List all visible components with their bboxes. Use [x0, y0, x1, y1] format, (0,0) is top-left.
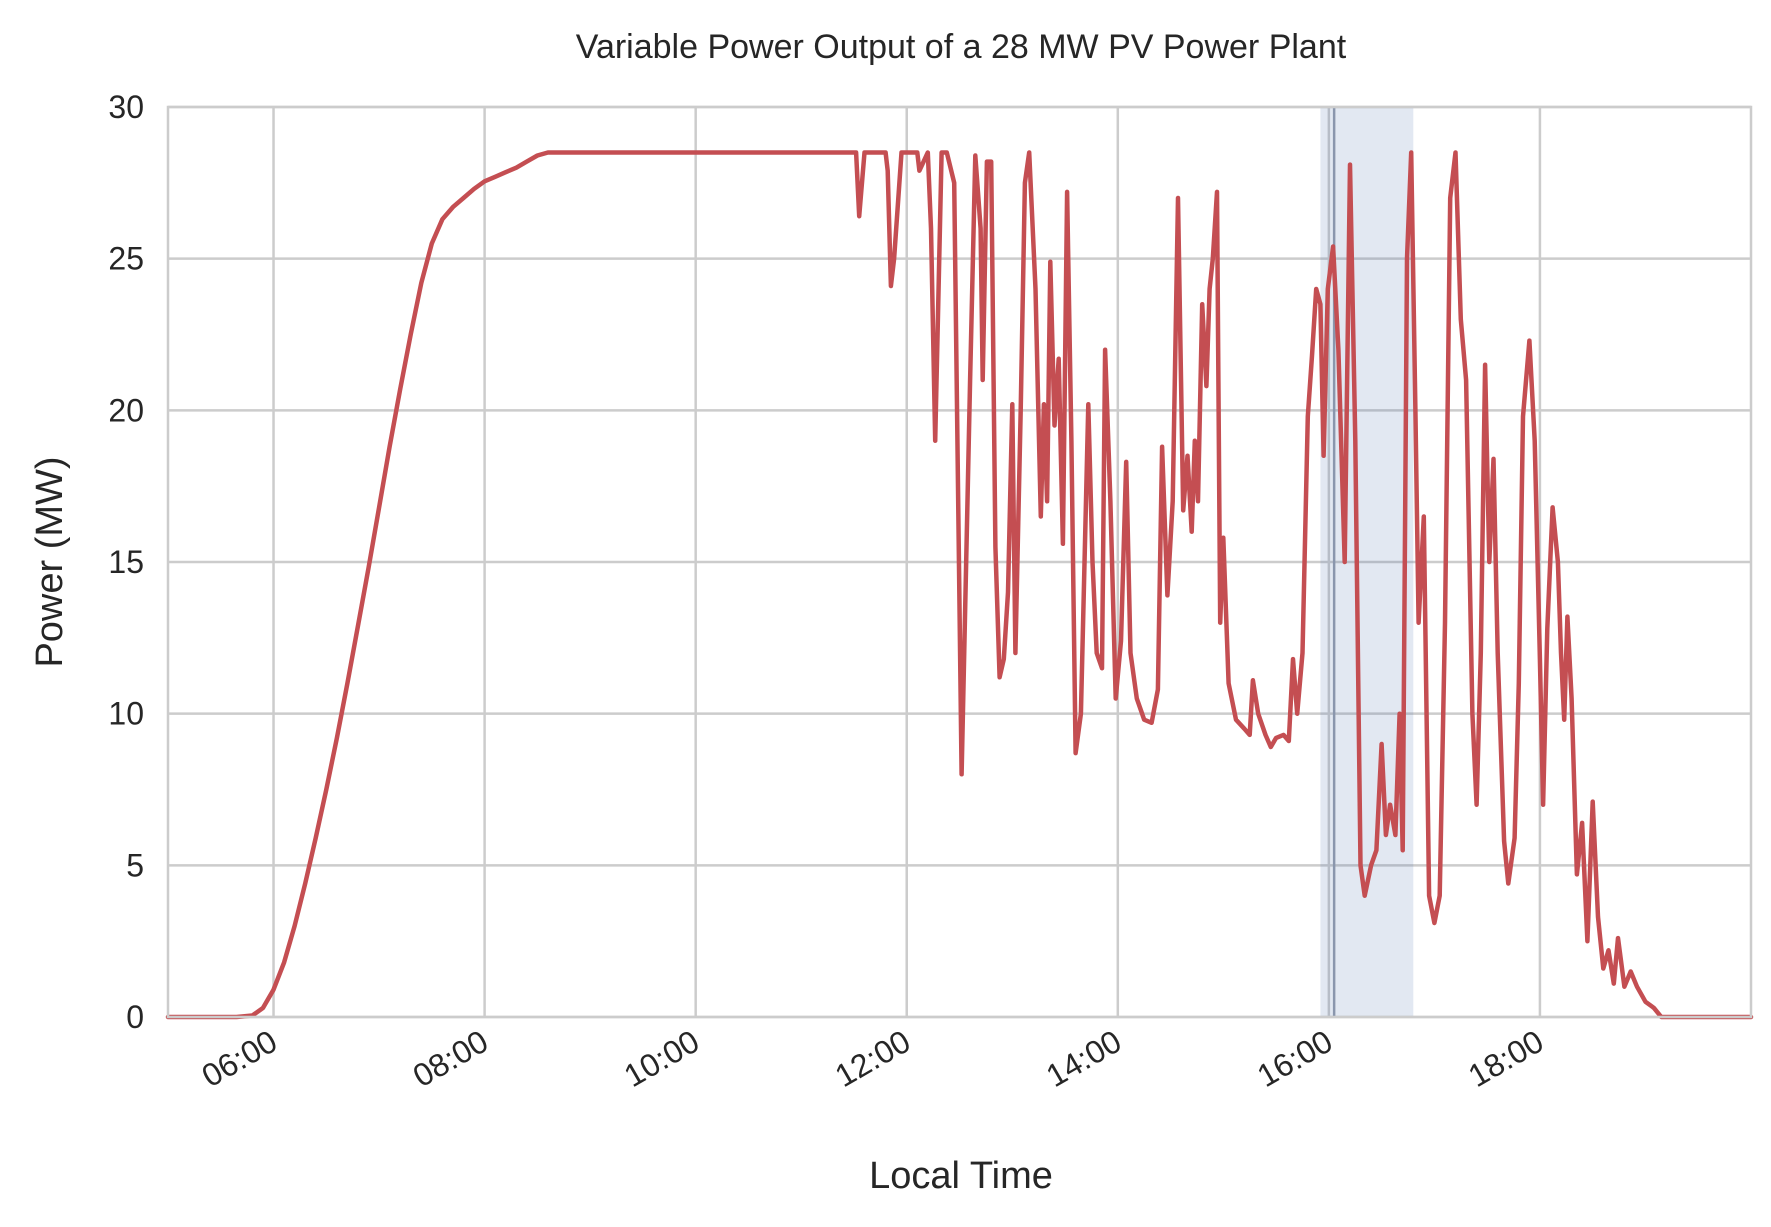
y-tick-label-0: 0: [126, 999, 144, 1035]
x-tick-label-6: 18:00: [1462, 1023, 1549, 1094]
y-tick-label-5: 25: [108, 241, 144, 277]
y-axis-label: Power (MW): [29, 456, 71, 667]
y-tick-label-2: 10: [108, 696, 144, 732]
x-tick-label-5: 16:00: [1251, 1023, 1338, 1094]
chart-title: Variable Power Output of a 28 MW PV Powe…: [576, 28, 1347, 66]
y-tick-label-3: 15: [108, 544, 144, 580]
x-tick-label-4: 14:00: [1040, 1023, 1127, 1094]
x-axis-label: Local Time: [869, 1155, 1053, 1197]
y-tick-label-1: 5: [126, 847, 144, 883]
plot-frame: [166, 105, 1753, 1019]
x-tick-labels: 06:00 08:00 10:00 12:00 14:00 16:00 18:00: [196, 1023, 1550, 1094]
x-tick-label-0: 06:00: [196, 1023, 283, 1094]
y-tick-label-6: 30: [108, 89, 144, 125]
x-tick-label-3: 12:00: [829, 1023, 916, 1094]
y-tick-label-4: 20: [108, 392, 144, 428]
highlight-span: [1320, 107, 1414, 1017]
power-output-line: [165, 150, 1754, 1020]
y-tick-labels: 0 5 10 15 20 25 30: [108, 89, 144, 1035]
x-tick-label-2: 10:00: [618, 1023, 705, 1094]
x-tick-label-1: 08:00: [407, 1023, 494, 1094]
